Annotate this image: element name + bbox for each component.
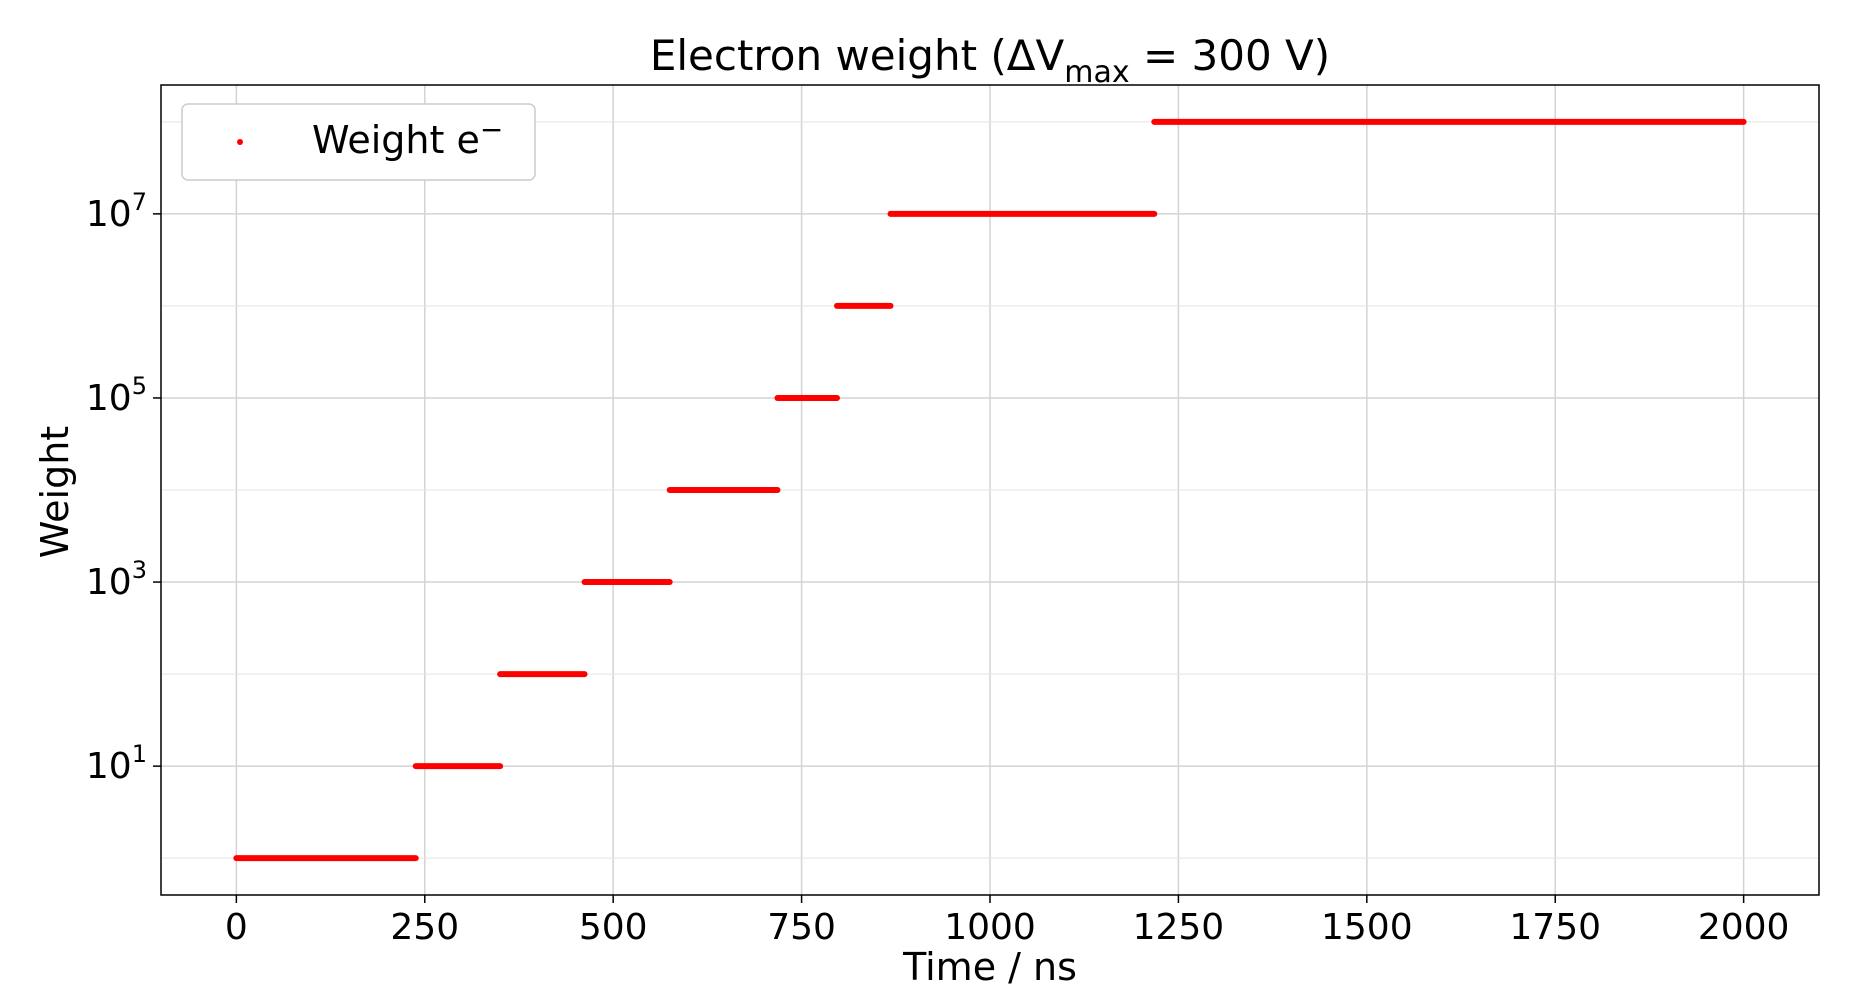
x-tick-label: 1500 <box>1321 907 1413 948</box>
x-tick-label: 750 <box>767 907 836 948</box>
legend: Weight e− <box>181 103 536 181</box>
x-tick-label: 2000 <box>1698 907 1790 948</box>
legend-label-superscript: − <box>480 113 503 146</box>
x-tick-label: 1750 <box>1509 907 1601 948</box>
x-tick-label: 1250 <box>1133 907 1225 948</box>
legend-marker <box>237 139 243 145</box>
chart-title-subscript: max <box>1064 55 1129 90</box>
chart-title: Electron weight (ΔVmax = 300 V) <box>650 31 1330 90</box>
x-axis-label: Time / ns <box>902 945 1077 989</box>
grid <box>161 85 1819 895</box>
x-tick-label: 500 <box>579 907 648 948</box>
y-tick-label: 101 <box>86 740 147 787</box>
chart-title-tail: = 300 V) <box>1130 31 1331 80</box>
y-tick-label: 103 <box>86 556 147 603</box>
x-tick-label: 250 <box>390 907 459 948</box>
legend-label: Weight e− <box>312 113 503 162</box>
data-series <box>233 118 1747 862</box>
ticks <box>153 213 1745 903</box>
y-tick-label: 105 <box>86 372 147 419</box>
y-tick-label: 107 <box>86 188 147 235</box>
x-tick-label: 1000 <box>944 907 1036 948</box>
legend-box <box>181 103 536 181</box>
tick-labels: 0 250 500 750 1000 1250 1500 1750 2000 101 103 105 1… <box>86 188 1790 948</box>
y-axis-label: Weight <box>33 426 77 558</box>
x-tick-label: 0 <box>225 907 248 948</box>
